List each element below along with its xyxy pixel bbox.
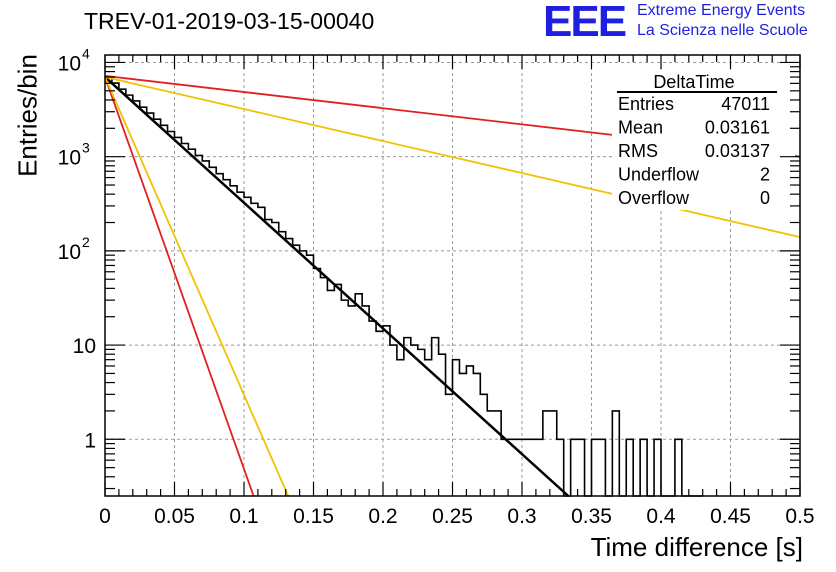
stats-row-label: Overflow xyxy=(618,188,690,208)
x-tick-label: 0.15 xyxy=(293,505,334,528)
fit-curve-2 xyxy=(104,76,801,238)
stats-row-label: Underflow xyxy=(618,165,700,185)
eee-logo: EEE xyxy=(543,0,627,46)
stats-row-value: 0.03161 xyxy=(705,118,770,138)
stats-row-value: 0.03137 xyxy=(705,141,770,161)
stats-row-value: 2 xyxy=(760,165,770,185)
x-tick-label: 0.1 xyxy=(229,505,258,528)
stats-row-value: 47011 xyxy=(721,94,770,114)
y-tick-label: 10 xyxy=(58,241,81,264)
y-tick-exponent: 2 xyxy=(82,234,90,250)
x-tick-label: 0.25 xyxy=(432,505,473,528)
fit-curve-3 xyxy=(104,76,255,497)
x-tick-label: 0.45 xyxy=(710,505,751,528)
stats-row-label: Mean xyxy=(618,118,663,138)
stats-box-title: DeltaTime xyxy=(653,72,734,92)
x-tick-label: 0.35 xyxy=(571,505,612,528)
fit-curve-4 xyxy=(104,76,290,497)
stats-row-value: 0 xyxy=(760,188,770,208)
x-axis-ticks: 0 0.05 0.1 0.15 0.2 0.25 0.3 0.35 0.4 0.45 0.5 xyxy=(99,55,815,528)
x-tick-label: 0.4 xyxy=(646,505,676,528)
stats-row-label: RMS xyxy=(618,141,658,161)
logo-caption-line1: Extreme Energy Events xyxy=(637,2,806,19)
x-tick-label: 0.2 xyxy=(368,505,397,528)
stats-row-label: Entries xyxy=(618,94,674,114)
y-tick-label: 1 xyxy=(84,429,96,452)
y-tick-exponent: 4 xyxy=(82,45,90,61)
x-tick-label: 0.5 xyxy=(785,505,814,528)
x-axis-label: Time difference [s] xyxy=(590,532,803,562)
logo-caption-line2: La Scienza nelle Scuole xyxy=(637,22,808,39)
stats-box-bg xyxy=(612,70,795,210)
x-tick-label: 0.05 xyxy=(154,505,195,528)
x-tick-label: 0 xyxy=(99,505,111,528)
x-tick-label: 0.3 xyxy=(507,505,536,528)
y-axis-label: Entries/bin xyxy=(12,54,43,177)
y-tick-label: 10 xyxy=(58,52,81,75)
fit-curve-0 xyxy=(104,76,570,497)
y-tick-exponent: 3 xyxy=(82,140,90,156)
y-tick-label: 10 xyxy=(73,335,96,358)
chart-title: TREV-01-2019-03-15-00040 xyxy=(84,8,375,34)
y-tick-label: 10 xyxy=(58,147,81,170)
